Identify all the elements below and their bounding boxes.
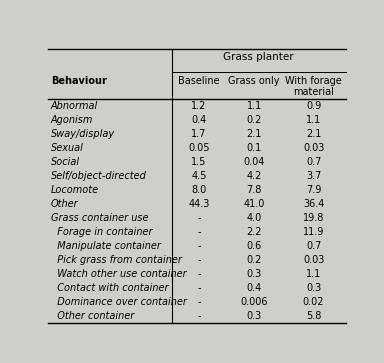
Text: Self/object-directed: Self/object-directed [51, 171, 147, 182]
Text: -: - [197, 311, 201, 321]
Text: 1.1: 1.1 [306, 115, 321, 126]
Text: With forage
material: With forage material [285, 76, 342, 97]
Text: Grass container use: Grass container use [51, 213, 149, 223]
Text: 2.1: 2.1 [306, 129, 321, 139]
Text: 0.05: 0.05 [188, 143, 210, 154]
Text: 0.3: 0.3 [247, 269, 262, 279]
Text: 0.006: 0.006 [240, 297, 268, 307]
Text: 0.03: 0.03 [303, 143, 324, 154]
Text: 1.1: 1.1 [247, 101, 262, 111]
Text: Contact with container: Contact with container [51, 283, 169, 293]
Text: 0.3: 0.3 [306, 283, 321, 293]
Text: -: - [197, 241, 201, 251]
Text: 1.2: 1.2 [191, 101, 207, 111]
Text: 4.0: 4.0 [247, 213, 262, 223]
Text: Dominance over container: Dominance over container [51, 297, 187, 307]
Text: Grass only: Grass only [228, 76, 280, 86]
Text: 7.8: 7.8 [247, 185, 262, 195]
Text: 41.0: 41.0 [243, 199, 265, 209]
Text: Sway/display: Sway/display [51, 129, 115, 139]
Text: Abnormal: Abnormal [51, 101, 98, 111]
Text: 4.5: 4.5 [191, 171, 207, 182]
Text: -: - [197, 255, 201, 265]
Text: -: - [197, 283, 201, 293]
Text: 0.02: 0.02 [303, 297, 324, 307]
Text: Behaviour: Behaviour [51, 76, 107, 86]
Text: 0.7: 0.7 [306, 157, 321, 167]
Text: 44.3: 44.3 [188, 199, 210, 209]
Text: 7.9: 7.9 [306, 185, 321, 195]
Text: -: - [197, 269, 201, 279]
Text: 1.1: 1.1 [306, 269, 321, 279]
Text: -: - [197, 227, 201, 237]
Text: 0.3: 0.3 [247, 311, 262, 321]
Text: 0.4: 0.4 [191, 115, 207, 126]
Text: 36.4: 36.4 [303, 199, 324, 209]
Text: 0.03: 0.03 [303, 255, 324, 265]
Text: 0.04: 0.04 [243, 157, 265, 167]
Text: Pick grass from container: Pick grass from container [51, 255, 182, 265]
Text: 1.5: 1.5 [191, 157, 207, 167]
Text: Agonism: Agonism [51, 115, 93, 126]
Text: Other container: Other container [51, 311, 134, 321]
Text: 2.1: 2.1 [247, 129, 262, 139]
Text: 8.0: 8.0 [191, 185, 207, 195]
Text: 19.8: 19.8 [303, 213, 324, 223]
Text: Other: Other [51, 199, 79, 209]
Text: Watch other use container: Watch other use container [51, 269, 187, 279]
Text: 0.7: 0.7 [306, 241, 321, 251]
Text: Social: Social [51, 157, 80, 167]
Text: 0.1: 0.1 [247, 143, 262, 154]
Text: 5.8: 5.8 [306, 311, 321, 321]
Text: 0.2: 0.2 [247, 115, 262, 126]
Text: -: - [197, 213, 201, 223]
Text: 11.9: 11.9 [303, 227, 324, 237]
Text: 0.6: 0.6 [247, 241, 262, 251]
Text: 0.2: 0.2 [247, 255, 262, 265]
Text: Forage in container: Forage in container [51, 227, 152, 237]
Text: -: - [197, 297, 201, 307]
Text: 0.9: 0.9 [306, 101, 321, 111]
Text: Sexual: Sexual [51, 143, 84, 154]
Text: 2.2: 2.2 [247, 227, 262, 237]
Text: Locomote: Locomote [51, 185, 99, 195]
Text: 0.4: 0.4 [247, 283, 262, 293]
Text: 4.2: 4.2 [247, 171, 262, 182]
Text: 3.7: 3.7 [306, 171, 321, 182]
Text: Baseline: Baseline [178, 76, 220, 86]
Text: Grass planter: Grass planter [223, 52, 294, 62]
Text: Manipulate container: Manipulate container [51, 241, 161, 251]
Text: 1.7: 1.7 [191, 129, 207, 139]
